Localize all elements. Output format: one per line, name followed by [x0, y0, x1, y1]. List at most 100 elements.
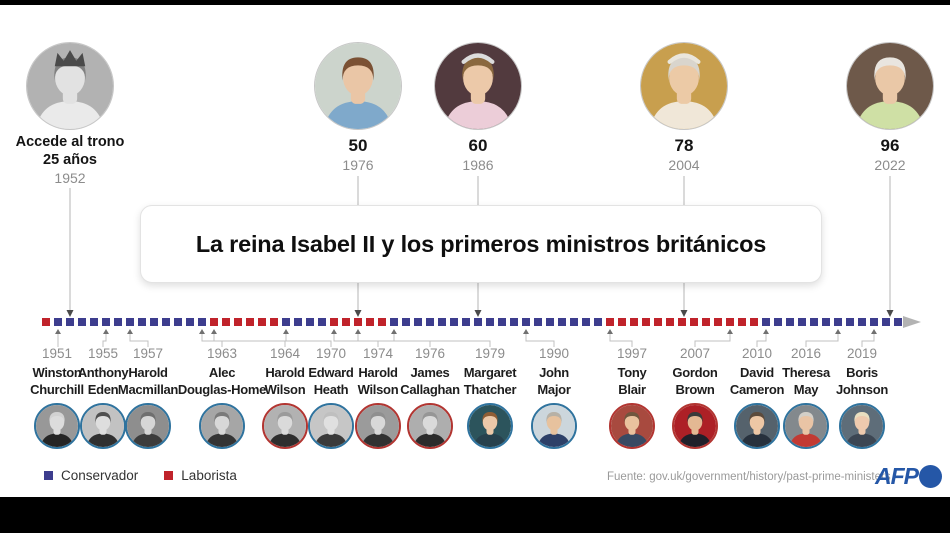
legend-item-labour: Laborista	[164, 468, 237, 483]
title-box: La reina Isabel II y los primeros minist…	[140, 205, 822, 283]
pm-last-name: Wilson	[264, 381, 306, 397]
queen-portrait	[314, 42, 402, 130]
pm-portrait-conservative	[125, 403, 171, 449]
timeline-year-square-labour	[270, 318, 278, 326]
pm-name: Tony Blair	[572, 365, 692, 398]
timeline-year-square-conservative	[474, 318, 482, 326]
timeline-year-square-labour	[714, 318, 722, 326]
timeline-year-square-conservative	[534, 318, 542, 326]
pm-first-name: Boris	[846, 365, 878, 380]
pm-name: Harold Wilson	[225, 365, 345, 398]
legend-label-conservative: Conservador	[61, 468, 139, 483]
pm-last-name: Churchill	[30, 381, 84, 397]
timeline-year-square-conservative	[594, 318, 602, 326]
timeline-year-square-conservative	[798, 318, 806, 326]
pm-name: Winston Churchill	[0, 365, 117, 398]
pm-column: 1970 Edward Heath	[271, 346, 391, 449]
timeline-year-square-labour	[366, 318, 374, 326]
timeline-year-square-conservative	[150, 318, 158, 326]
timeline-year-square-conservative	[786, 318, 794, 326]
afp-logo-text: AFP	[875, 463, 919, 489]
pm-start-year: 1964	[269, 346, 301, 361]
pm-start-year: 1976	[414, 346, 446, 361]
timeline-year-square-conservative	[282, 318, 290, 326]
pm-name: Edward Heath	[271, 365, 391, 398]
pm-column: 1997 Tony Blair	[572, 346, 692, 449]
pm-start-year: 2019	[846, 346, 878, 361]
timeline-year-square-conservative	[462, 318, 470, 326]
pm-portrait-labour	[407, 403, 453, 449]
timeline-year-square-labour	[618, 318, 626, 326]
pm-last-name: Callaghan	[400, 381, 460, 397]
pm-last-name: Blair	[618, 381, 646, 397]
timeline-year-square-conservative	[174, 318, 182, 326]
timeline-year-square-conservative	[114, 318, 122, 326]
timeline-year-square-conservative	[858, 318, 866, 326]
pm-first-name: Anthony	[77, 365, 129, 380]
timeline-year-square-labour	[258, 318, 266, 326]
queen-portrait	[434, 42, 522, 130]
pm-first-name: Harold	[265, 365, 305, 380]
timeline-year-square-labour	[330, 318, 338, 326]
pm-name: Harold Macmillan	[88, 365, 208, 398]
pm-portrait-labour	[355, 403, 401, 449]
timeline-year-square-conservative	[774, 318, 782, 326]
pm-start-year: 1997	[616, 346, 648, 361]
timeline-year-square-conservative	[78, 318, 86, 326]
timeline-year-square-conservative	[570, 318, 578, 326]
pm-first-name: Gordon	[672, 365, 718, 380]
timeline-year-square-conservative	[510, 318, 518, 326]
timeline-year-square-conservative	[558, 318, 566, 326]
pm-portrait-labour	[609, 403, 655, 449]
pm-first-name: James	[410, 365, 450, 380]
pm-start-year: 2016	[790, 346, 822, 361]
pm-portrait-conservative	[783, 403, 829, 449]
pm-last-name: May	[793, 381, 819, 397]
pm-start-year: 1957	[132, 346, 164, 361]
pm-last-name: Wilson	[357, 381, 399, 397]
timeline-year-square-conservative	[138, 318, 146, 326]
queen-label: 60	[468, 136, 488, 155]
timeline-year-square-conservative	[162, 318, 170, 326]
timeline-year-square-conservative	[90, 318, 98, 326]
timeline-year-square-conservative	[426, 318, 434, 326]
timeline-year-square-conservative	[894, 318, 902, 326]
timeline-year-square-conservative	[438, 318, 446, 326]
timeline-year-square-labour	[210, 318, 218, 326]
timeline-year-square-labour	[42, 318, 50, 326]
pm-start-year: 2010	[741, 346, 773, 361]
pm-column: 1974 Harold Wilson	[318, 346, 438, 449]
pm-name: Alec Douglas-Home	[162, 365, 282, 398]
timeline-year-square-conservative	[198, 318, 206, 326]
pm-name: Margaret Thatcher	[430, 365, 550, 398]
pm-name: Gordon Brown	[635, 365, 755, 398]
pm-column: 2016 Theresa May	[746, 346, 866, 449]
timeline-year-square-labour	[702, 318, 710, 326]
timeline-year-square-labour	[690, 318, 698, 326]
pm-portrait-labour	[262, 403, 308, 449]
timeline-year-square-labour	[606, 318, 614, 326]
pm-portrait-conservative	[199, 403, 245, 449]
pm-first-name: David	[740, 365, 774, 380]
timeline-year-square-labour	[354, 318, 362, 326]
pm-name: David Cameron	[697, 365, 817, 398]
queen-label: Accede al trono	[15, 134, 125, 150]
timeline-year-square-conservative	[546, 318, 554, 326]
legend-label-labour: Laborista	[181, 468, 237, 483]
labour-swatch-icon	[164, 471, 174, 480]
queen-year: 1986	[462, 157, 494, 173]
timeline-year-square-conservative	[294, 318, 302, 326]
queen-year: 1976	[342, 157, 374, 173]
queen-year: 2004	[668, 157, 700, 173]
pm-column: 2019 Boris Johnson	[802, 346, 922, 449]
pm-column: 2007 Gordon Brown	[635, 346, 755, 449]
pm-name: Harold Wilson	[318, 365, 438, 398]
pm-portrait-conservative	[839, 403, 885, 449]
timeline-year-square-labour	[246, 318, 254, 326]
timeline-year-square-labour	[378, 318, 386, 326]
pm-column: 2010 David Cameron	[697, 346, 817, 449]
pm-first-name: Edward	[308, 365, 354, 380]
pm-last-name: Macmillan	[117, 381, 179, 397]
legend-item-conservative: Conservador	[44, 468, 138, 483]
